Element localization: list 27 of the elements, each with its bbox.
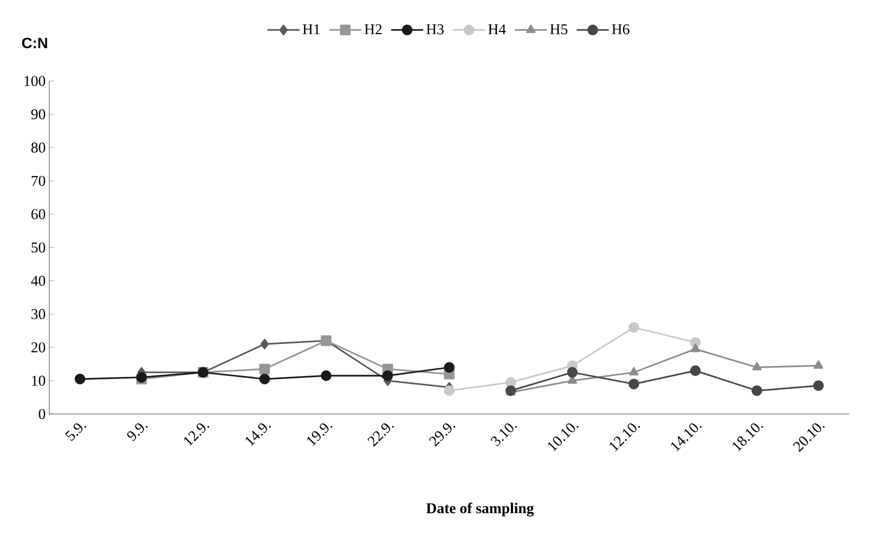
y-tick-label: 100: [24, 76, 46, 86]
x-tick-label: 12.9.: [184, 423, 210, 446]
legend-label: H5: [550, 24, 568, 34]
x-tick-label: 3.10.: [490, 423, 517, 446]
x-axis-title: Date of sampling: [426, 502, 534, 516]
legend-label: H2: [364, 24, 382, 34]
legend-label: H6: [612, 24, 630, 34]
y-tick-label: 30: [31, 309, 46, 320]
x-tick-label: 5.9.: [65, 423, 86, 442]
x-tick-label: 9.9.: [127, 423, 148, 442]
x-tick-label: 19.9.: [307, 423, 332, 446]
y-tick-label: 40: [31, 276, 46, 286]
y-tick-label: 50: [32, 242, 46, 253]
y-tick-label: 90: [31, 109, 46, 120]
legend-label: H4: [488, 24, 506, 34]
x-tick-label: 29.9.: [429, 423, 456, 447]
x-tick-label: 14.9.: [246, 423, 271, 446]
x-tick-label: 22.9.: [368, 423, 394, 447]
legend-label: H3: [426, 24, 444, 34]
y-tick-label: 0: [38, 408, 46, 420]
y-axis-title: C:N: [22, 38, 48, 48]
y-tick-label: 10: [32, 376, 46, 386]
y-tick-label: 20: [31, 342, 46, 352]
y-tick-label: 80: [31, 142, 46, 153]
y-tick-label: 70: [32, 176, 46, 186]
legend-label: H1: [302, 24, 320, 34]
y-tick-label: 60: [31, 209, 46, 220]
